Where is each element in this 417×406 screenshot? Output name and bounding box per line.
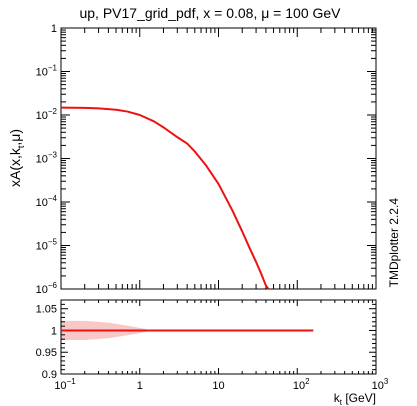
ratio-y-tick-label: 1 xyxy=(51,325,57,337)
x-tick-label-exp: 2 xyxy=(305,377,310,386)
ratio-panel-ticks: 0.9 0.95 1 1.05 xyxy=(36,299,377,381)
x-tick-label-exp: 3 xyxy=(384,377,389,386)
y-label-main: xA(x,k xyxy=(7,147,23,187)
ratio-y-tick-label: 0.9 xyxy=(42,369,57,381)
y-tick-label-exp: −4 xyxy=(48,194,58,203)
y-tick-label-base: 10 xyxy=(36,284,48,296)
x-axis-label: kt [GeV] xyxy=(334,391,376,406)
y-tick-label: 10−2 xyxy=(36,107,58,122)
y-tick-label-base: 1 xyxy=(51,23,57,35)
y-label-sub: t xyxy=(16,145,26,148)
tmdplotter-label: TMDplotter 2.2.4 xyxy=(387,198,401,288)
y-label-tail: ,μ) xyxy=(7,129,23,146)
x-label-main: k xyxy=(334,391,341,405)
x-tick-label-base: 1 xyxy=(137,380,143,392)
y-tick-label-exp: −3 xyxy=(48,151,58,160)
x-tick-label: 103 xyxy=(372,377,389,392)
x-tick-label-exp: −1 xyxy=(67,377,77,386)
y-tick-label-exp: −5 xyxy=(48,238,58,247)
y-tick-label-base: 10 xyxy=(36,110,48,122)
y-tick-label-base: 10 xyxy=(36,67,48,79)
x-tick-label-base: 10 xyxy=(54,380,66,392)
ratio-y-tick-label: 0.95 xyxy=(36,347,57,359)
y-tick-label-exp: −1 xyxy=(48,64,58,73)
y-tick-label-exp: −6 xyxy=(48,281,58,290)
main-panel-ticks: 110−110−210−310−410−510−6 xyxy=(36,23,377,296)
ratio-y-tick-label: 1.05 xyxy=(36,304,57,316)
x-tick-labels: 10−1 1 10 102 103 xyxy=(54,377,389,392)
main-panel-frame xyxy=(60,27,377,290)
y-tick-label-exp: −2 xyxy=(48,107,58,116)
y-tick-label-base: 10 xyxy=(36,241,48,253)
x-tick-label-base: 10 xyxy=(293,380,305,392)
x-tick-label-base: 10 xyxy=(372,380,384,392)
x-label-sub: t xyxy=(340,398,343,406)
x-tick-label: 102 xyxy=(293,377,310,392)
x-tick-label: 10 xyxy=(212,380,224,392)
y-tick-label: 10−3 xyxy=(36,151,58,166)
x-tick-label: 10−1 xyxy=(54,377,76,392)
y-tick-label-base: 10 xyxy=(36,154,48,166)
chart-title: up, PV17_grid_pdf, x = 0.08, μ = 100 GeV xyxy=(79,5,341,21)
y-tick-label: 10−5 xyxy=(36,238,58,253)
x-tick-label: 1 xyxy=(137,380,143,392)
y-tick-label-base: 10 xyxy=(36,197,48,209)
main-series-line-0 xyxy=(60,106,270,290)
y-tick-label: 10−6 xyxy=(36,281,58,296)
y-axis-label: xA(x,kt,μ) xyxy=(7,129,26,187)
main-panel-series xyxy=(60,106,270,290)
y-tick-label: 10−1 xyxy=(36,64,58,79)
x-tick-label-base: 10 xyxy=(212,380,224,392)
y-tick-label: 10−4 xyxy=(36,194,58,209)
y-tick-label: 1 xyxy=(51,23,57,35)
x-label-tail: [GeV] xyxy=(342,391,376,405)
